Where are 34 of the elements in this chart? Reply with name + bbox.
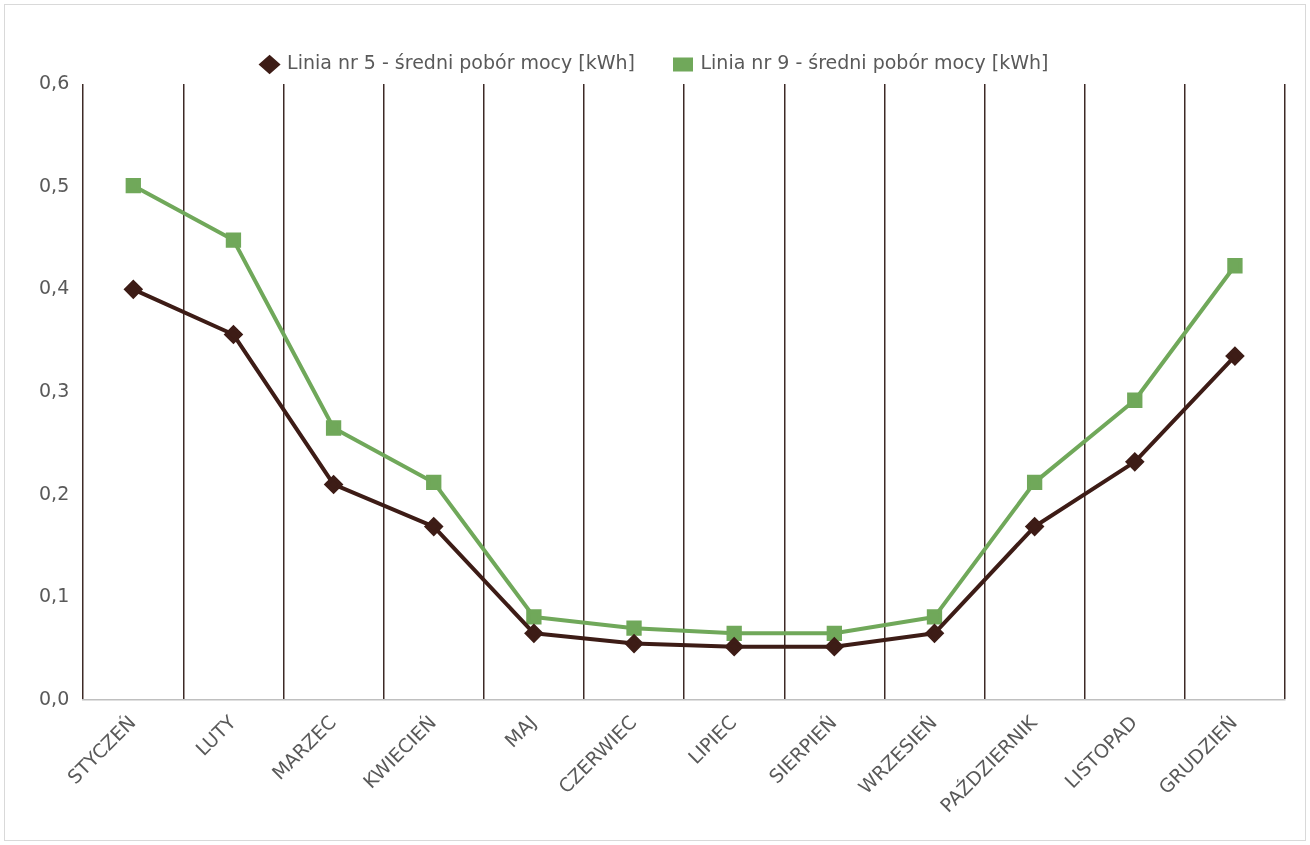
point (1127, 392, 1143, 408)
y-tick-label: 0,1 (39, 584, 70, 607)
legend-label: Linia nr 9 - średni pobór mocy [kWh] (700, 51, 1049, 74)
point (626, 620, 642, 636)
point (325, 420, 342, 436)
y-tick-label: 0,2 (39, 481, 70, 504)
y-tick-label: 0,4 (39, 276, 70, 299)
point (424, 517, 443, 536)
y-tick-label: 0,6 (39, 70, 70, 93)
point (925, 624, 944, 643)
point (726, 625, 742, 641)
point (625, 634, 644, 653)
point (125, 178, 141, 194)
point (826, 625, 842, 641)
y-tick-label: 0,0 (39, 687, 70, 710)
x-tick-label: MAJ (499, 710, 541, 752)
y-tick-label: 0,3 (39, 378, 70, 401)
legend-label: Linia nr 5 - średni pobór mocy [kWh] (287, 51, 636, 74)
point (725, 637, 744, 656)
point (1026, 474, 1043, 491)
point (1125, 452, 1144, 471)
y-tick-label: 0,5 (39, 173, 70, 196)
point (1227, 258, 1243, 274)
point (124, 280, 143, 299)
point (926, 609, 943, 625)
point (224, 325, 243, 344)
point (1225, 347, 1244, 366)
point (225, 232, 242, 248)
point (524, 624, 543, 643)
point (526, 609, 542, 625)
point (426, 474, 442, 491)
point (1025, 517, 1044, 536)
point (825, 637, 844, 656)
point (324, 475, 343, 494)
